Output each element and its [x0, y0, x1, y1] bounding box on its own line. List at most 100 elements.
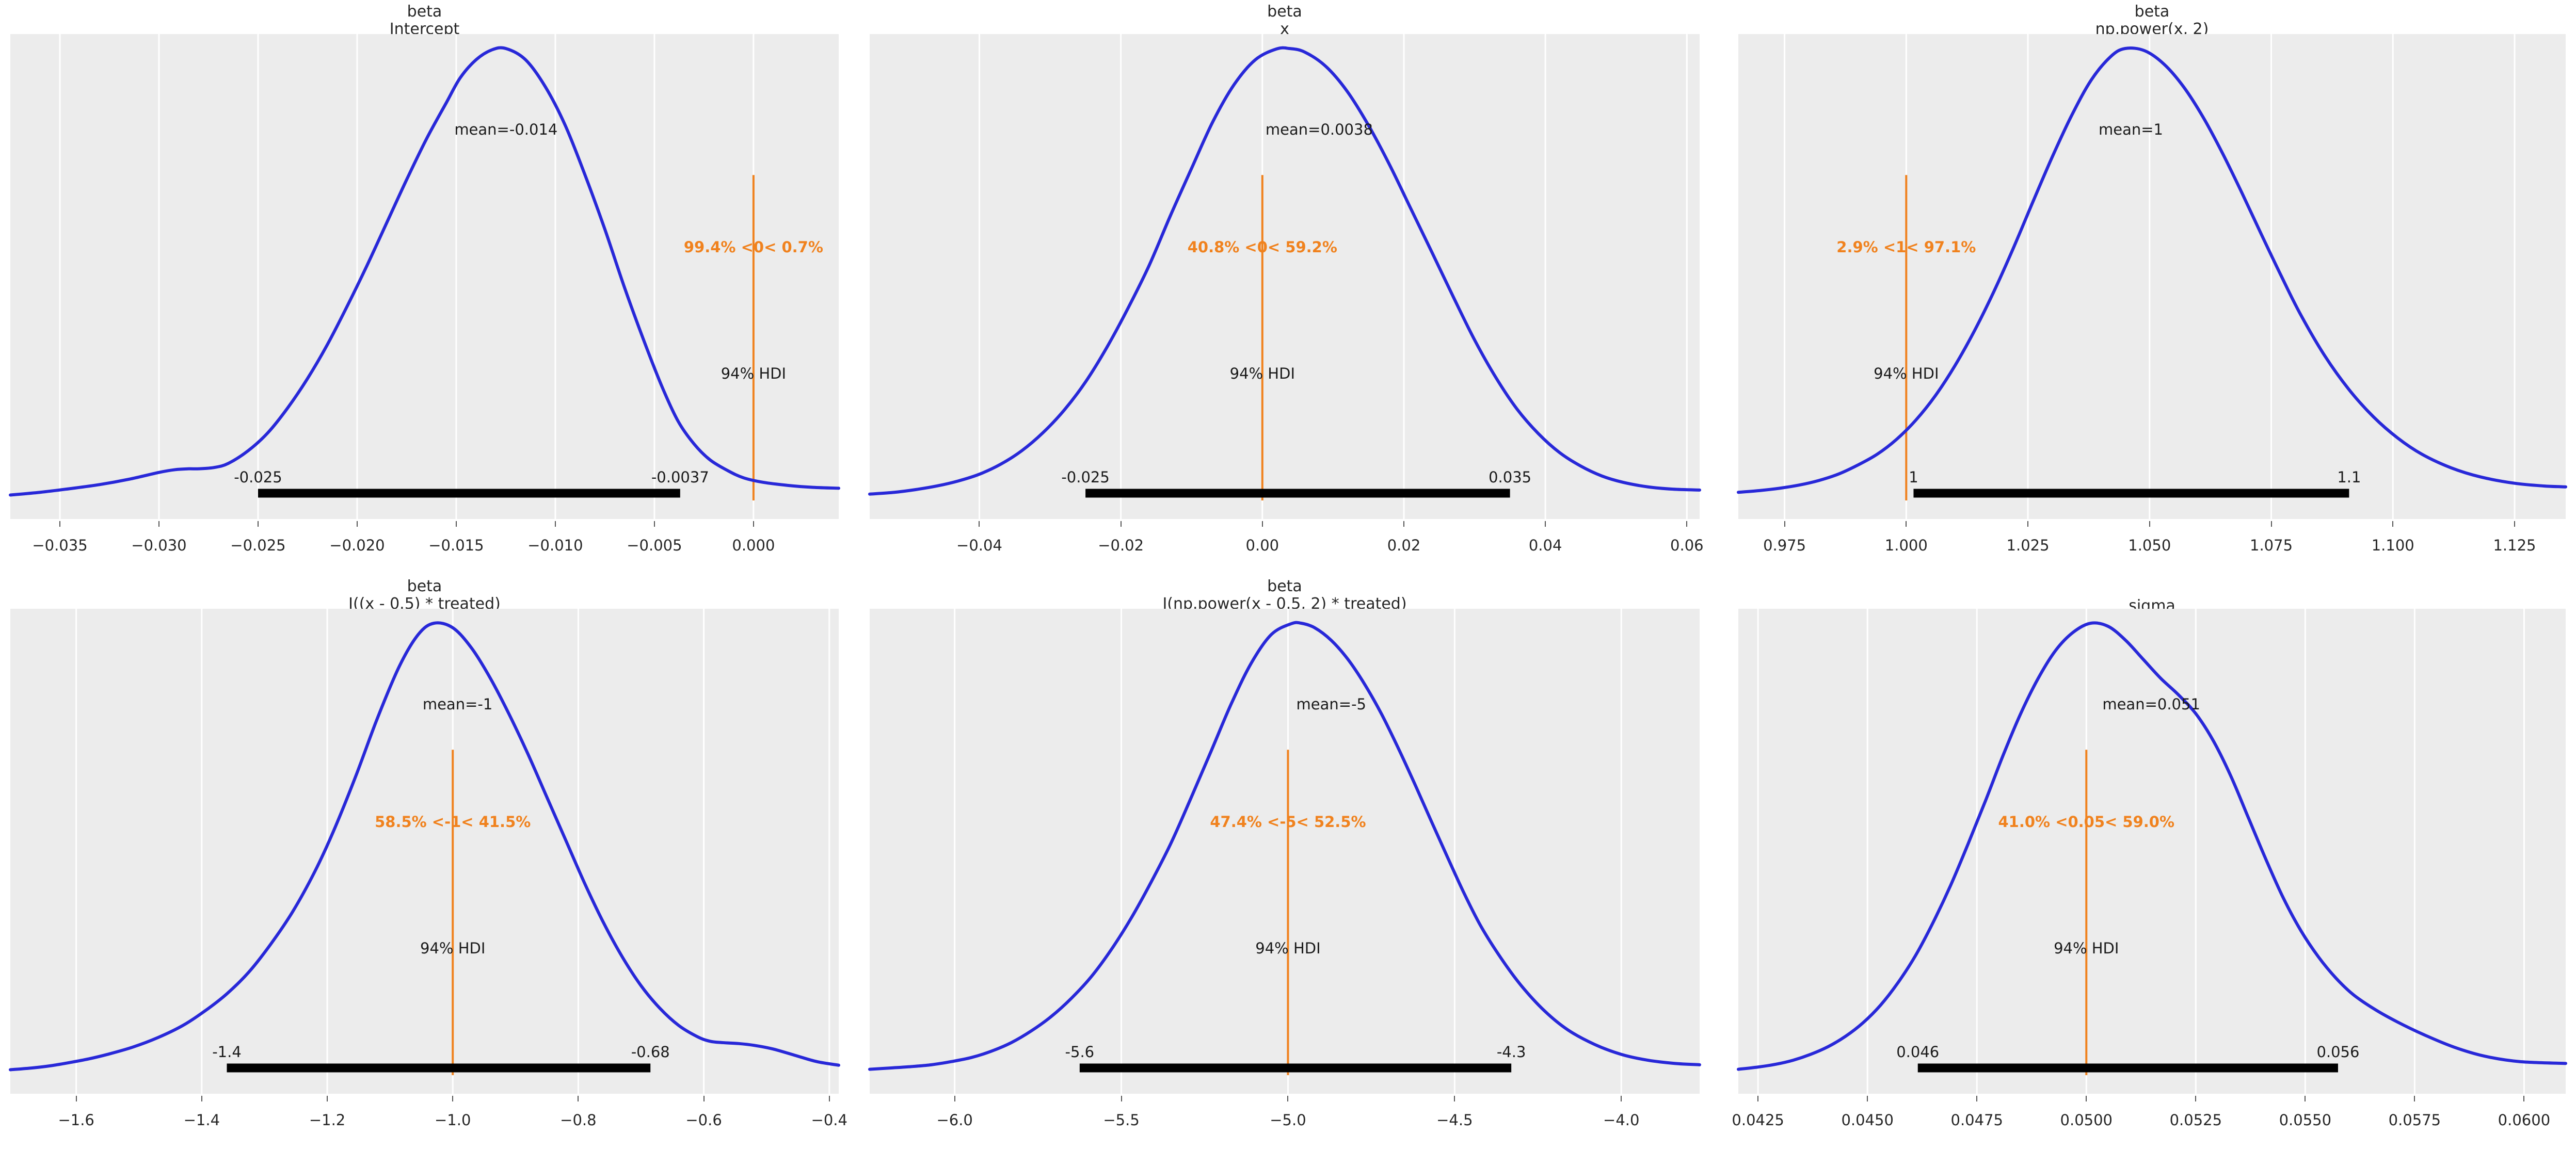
x-tickmark-2-3	[2149, 521, 2150, 527]
panel-title-variable-1: x	[1280, 20, 1289, 38]
hdi-high-label-5: 0.056	[2316, 1043, 2360, 1061]
x-tick-label-2-0: 0.975	[1763, 537, 1806, 554]
hdi-prob-label-0: 94% HDI	[721, 365, 787, 383]
x-tick-label-1-2: 0.00	[1245, 537, 1279, 554]
hdi-high-label-2: 1.1	[2337, 468, 2361, 486]
panel-title-variable-0: Intercept	[389, 20, 460, 38]
x-tickmark-5-0	[1757, 1096, 1759, 1101]
x-tick-label-0-0: −0.035	[32, 537, 88, 554]
x-tick-label-4-3: −4.5	[1436, 1111, 1473, 1129]
x-tick-label-5-4: 0.0525	[2169, 1111, 2222, 1129]
x-tickmark-0-1	[158, 521, 159, 527]
mean-label-2: mean=1	[2098, 121, 2163, 139]
rope-label-1: 40.8% <0< 59.2%	[1187, 238, 1337, 256]
panel-title-group-3: beta	[407, 577, 442, 595]
gridlines-2	[1784, 34, 2516, 519]
x-tick-label-2-4: 1.075	[2250, 537, 2293, 554]
x-tickmark-2-2	[2027, 521, 2029, 527]
x-tickmark-0-4	[455, 521, 457, 527]
x-tickmark-4-1	[1121, 1096, 1122, 1101]
gridlines-0	[59, 34, 755, 519]
x-tick-label-3-4: −0.8	[560, 1111, 597, 1129]
plot-area-1: mean=0.0038 40.8% <0< 59.2% 94% HDI -0.025 0…	[868, 34, 1701, 519]
hdi-low-label-5: 0.046	[1896, 1043, 1940, 1061]
x-tick-label-5-6: 0.0575	[2388, 1111, 2441, 1129]
x-tickmark-4-2	[1287, 1096, 1289, 1101]
x-tickmark-4-3	[1454, 1096, 1455, 1101]
kde-curve-4	[868, 621, 1701, 1071]
x-tick-label-3-5: −0.6	[685, 1111, 722, 1129]
hdi-prob-label-2: 94% HDI	[1874, 365, 1939, 383]
mean-label-5: mean=0.051	[2102, 695, 2200, 714]
x-tickmark-5-7	[2523, 1096, 2525, 1101]
hdi-low-label-2: 1	[1909, 468, 1918, 486]
panel-title-group-0: beta	[407, 3, 442, 21]
x-tick-label-1-5: 0.06	[1670, 537, 1704, 554]
panel-title-variable-5: sigma	[2129, 597, 2175, 615]
hdi-prob-label-3: 94% HDI	[420, 939, 486, 958]
x-tick-label-5-1: 0.0450	[1841, 1111, 1894, 1129]
x-tickmark-3-5	[703, 1096, 705, 1101]
panel-title-0: beta Intercept	[10, 3, 839, 38]
kde-svg-3	[9, 609, 840, 1094]
x-tick-label-1-0: −0.04	[956, 537, 1002, 554]
panel-title-5: sigma	[1738, 578, 2566, 615]
gridlines-1	[978, 34, 1688, 519]
kde-curve-0	[9, 46, 840, 497]
panel-title-group-4: beta	[1267, 577, 1302, 595]
plot-area-0: mean=-0.014 99.4% <0< 0.7% 94% HDI -0.025 -0…	[9, 34, 840, 519]
x-tick-label-0-4: −0.015	[428, 537, 484, 554]
kde-curve-2	[1737, 46, 2567, 494]
x-tickmark-4-0	[954, 1096, 955, 1101]
x-tickmark-4-4	[1621, 1096, 1622, 1101]
x-tickmark-2-5	[2392, 521, 2394, 527]
hdi-low-label-4: -5.6	[1065, 1043, 1095, 1061]
x-tick-label-3-0: −1.6	[58, 1111, 94, 1129]
x-tick-label-0-5: −0.010	[527, 537, 583, 554]
hdi-high-label-0: -0.0037	[651, 468, 709, 486]
plot-area-3: mean=-1 58.5% <-1< 41.5% 94% HDI -1.4 -0.68	[9, 609, 840, 1094]
rope-label-2: 2.9% <1< 97.1%	[1836, 238, 1976, 256]
x-tick-label-4-4: −4.0	[1603, 1111, 1640, 1129]
panel-title-4: beta I(np.power(x - 0.5, 2) * treated)	[870, 578, 1700, 612]
x-tickmark-2-1	[1906, 521, 1907, 527]
x-tick-label-2-5: 1.100	[2371, 537, 2414, 554]
kde-curve-3	[9, 621, 840, 1072]
x-tickmark-3-4	[578, 1096, 579, 1101]
x-tickmark-1-3	[1403, 521, 1404, 527]
gridlines-3	[75, 609, 830, 1094]
panel-title-variable-2: np.power(x, 2)	[2095, 20, 2209, 38]
hdi-low-label-3: -1.4	[212, 1043, 242, 1061]
x-tick-label-4-2: −5.0	[1270, 1111, 1306, 1129]
panel-title-group-2: beta	[2134, 3, 2170, 21]
mean-label-3: mean=-1	[422, 695, 493, 714]
x-tick-label-3-6: −0.4	[811, 1111, 847, 1129]
x-tickmark-3-3	[452, 1096, 454, 1101]
x-tick-label-3-3: −1.0	[434, 1111, 471, 1129]
hdi-low-label-0: -0.025	[234, 468, 282, 486]
plot-area-5: mean=0.051 41.0% <0.05< 59.0% 94% HDI 0.046…	[1737, 609, 2567, 1094]
kde-svg-0	[9, 34, 840, 519]
x-tick-label-5-7: 0.0600	[2498, 1111, 2551, 1129]
x-tick-label-0-1: −0.030	[131, 537, 187, 554]
x-tickmark-0-0	[59, 521, 60, 527]
x-tickmark-3-2	[327, 1096, 328, 1101]
x-tickmark-3-1	[201, 1096, 202, 1101]
x-tickmark-0-2	[257, 521, 259, 527]
x-tick-label-3-2: −1.2	[309, 1111, 346, 1129]
x-tickmark-0-5	[554, 521, 556, 527]
x-tick-label-5-0: 0.0425	[1732, 1111, 1784, 1129]
x-tick-label-2-1: 1.000	[1884, 537, 1928, 554]
x-tickmark-2-6	[2514, 521, 2515, 527]
panel-title-1: beta x	[870, 3, 1700, 38]
x-tickmark-3-6	[828, 1096, 830, 1101]
x-tickmark-5-4	[2195, 1096, 2197, 1101]
x-tick-label-1-1: −0.02	[1098, 537, 1144, 554]
hdi-prob-label-4: 94% HDI	[1255, 939, 1321, 958]
panel-title-2: beta np.power(x, 2)	[1738, 3, 2566, 38]
